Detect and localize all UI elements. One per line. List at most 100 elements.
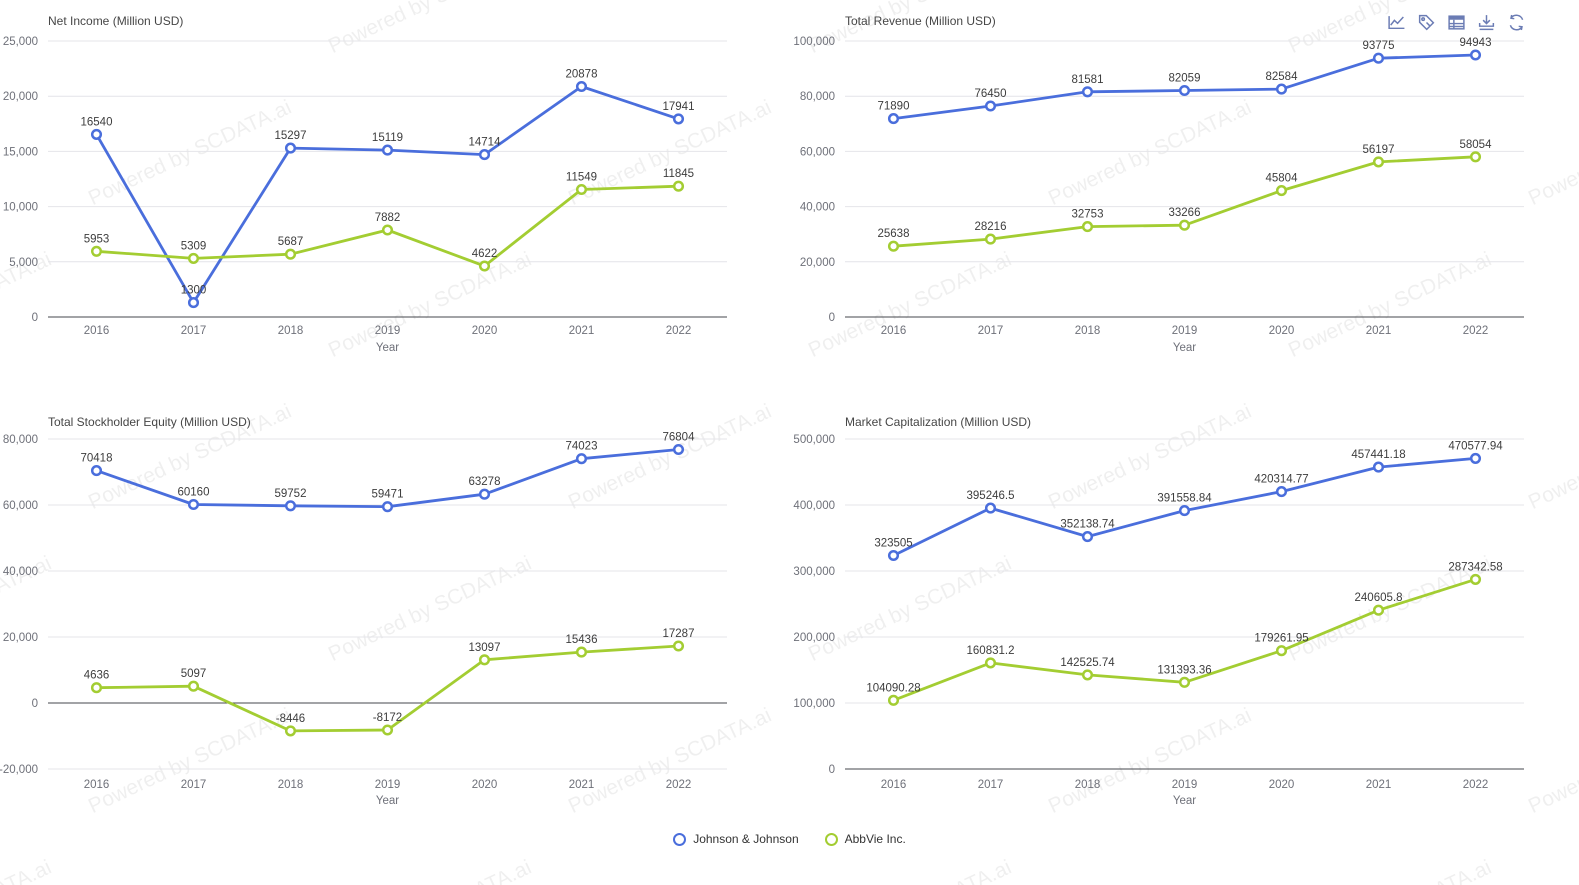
data-point-marker[interactable] <box>984 502 997 514</box>
x-tick-label: 2017 <box>978 779 1004 791</box>
data-point-marker[interactable] <box>90 465 103 477</box>
data-point-marker[interactable] <box>1469 49 1482 61</box>
x-tick-label: 2017 <box>181 325 207 337</box>
download-icon[interactable] <box>1477 13 1496 32</box>
data-point-marker[interactable] <box>1469 573 1482 585</box>
data-label: 63278 <box>469 476 501 488</box>
data-view-table-icon[interactable] <box>1447 13 1466 32</box>
data-point-marker[interactable] <box>187 680 200 692</box>
data-label: 5687 <box>278 236 304 248</box>
data-point-marker[interactable] <box>381 144 394 156</box>
x-tick-label: 2018 <box>278 779 304 791</box>
y-tick-label: 10,000 <box>3 202 38 214</box>
y-tick-label: 40,000 <box>3 566 38 578</box>
data-point-marker[interactable] <box>381 501 394 513</box>
data-point-marker[interactable] <box>672 640 685 652</box>
data-point-marker[interactable] <box>478 260 491 272</box>
data-point-marker[interactable] <box>575 453 588 465</box>
data-point-marker[interactable] <box>90 128 103 140</box>
data-label: 287342.58 <box>1448 561 1502 573</box>
series-line[interactable] <box>95 85 680 305</box>
data-point-marker[interactable] <box>887 240 900 252</box>
line-chart-icon[interactable] <box>1387 13 1406 32</box>
data-label: 420314.77 <box>1254 474 1308 486</box>
data-point-marker[interactable] <box>575 646 588 658</box>
data-point-marker[interactable] <box>284 725 297 737</box>
data-point-marker[interactable] <box>887 694 900 706</box>
legend: Johnson & Johnson AbbVie Inc. <box>0 832 1579 846</box>
data-point-marker[interactable] <box>187 498 200 511</box>
data-point-marker[interactable] <box>1372 604 1385 616</box>
data-point-marker[interactable] <box>284 248 297 260</box>
data-point-marker[interactable] <box>984 657 997 669</box>
refresh-icon[interactable] <box>1507 13 1526 32</box>
y-tick-label: -20,000 <box>0 764 38 776</box>
data-point-marker[interactable] <box>1469 151 1482 163</box>
data-point-marker[interactable] <box>1372 156 1385 168</box>
data-point-marker[interactable] <box>1469 452 1482 464</box>
data-point-marker[interactable] <box>575 183 588 196</box>
data-point-marker[interactable] <box>381 724 394 736</box>
legend-item-abbvie[interactable]: AbbVie Inc. <box>824 832 906 846</box>
data-label: 4622 <box>472 248 498 260</box>
data-point-marker[interactable] <box>672 443 685 456</box>
data-point-marker[interactable] <box>187 252 200 264</box>
data-point-marker[interactable] <box>90 245 103 257</box>
data-point-marker[interactable] <box>1178 505 1191 517</box>
data-point-marker[interactable] <box>90 682 103 694</box>
data-point-marker[interactable] <box>1081 86 1094 98</box>
data-point-marker[interactable] <box>1275 645 1288 657</box>
total-revenue-chart: Total Revenue (Million USD) 0 20,000 40,00… <box>789 0 1579 400</box>
net-income-plot[interactable]: 0 5,000 10,000 15,000 20,000 25,000 2016 2017 20… <box>0 0 789 400</box>
data-point-marker[interactable] <box>478 654 491 666</box>
data-label: 352138.74 <box>1060 519 1115 531</box>
stockholder-equity-plot[interactable]: -20,000 0 20,000 40,000 60,000 80,000 2016 2017… <box>0 400 789 810</box>
data-point-marker[interactable] <box>1081 531 1094 543</box>
data-point-marker[interactable] <box>1178 676 1191 688</box>
data-point-marker[interactable] <box>887 113 900 125</box>
data-label: -8172 <box>373 712 402 724</box>
data-point-marker[interactable] <box>1275 486 1288 498</box>
x-axis-name: Year <box>376 342 399 354</box>
y-tick-label: 100,000 <box>793 36 835 48</box>
data-label: 93775 <box>1363 40 1395 52</box>
data-point-marker[interactable] <box>478 149 491 161</box>
data-point-marker[interactable] <box>984 100 997 112</box>
data-point-marker[interactable] <box>1372 461 1385 473</box>
tag-icon[interactable] <box>1417 13 1436 32</box>
data-point-marker[interactable] <box>887 549 900 562</box>
data-point-marker[interactable] <box>1275 83 1288 95</box>
data-label: 17941 <box>663 101 695 113</box>
data-point-marker[interactable] <box>1178 84 1191 97</box>
data-label: 28216 <box>975 221 1007 233</box>
data-label: 60160 <box>178 487 210 499</box>
data-label: 58054 <box>1460 139 1493 151</box>
y-tick-label: 40,000 <box>800 202 835 214</box>
market-cap-plot[interactable]: 0 100,000 200,000 300,000 400,000 500,000 2016… <box>789 400 1579 810</box>
data-point-marker[interactable] <box>1372 52 1385 64</box>
data-point-marker[interactable] <box>1081 221 1094 233</box>
data-point-marker[interactable] <box>672 180 685 192</box>
x-tick-label: 2020 <box>1269 779 1295 791</box>
data-label: 104090.28 <box>866 682 920 694</box>
data-point-marker[interactable] <box>284 500 297 512</box>
data-point-marker[interactable] <box>984 233 997 245</box>
data-point-marker[interactable] <box>284 142 297 154</box>
x-tick-label: 2021 <box>1366 779 1392 791</box>
data-point-marker[interactable] <box>1275 185 1288 197</box>
total-revenue-plot[interactable]: 0 20,000 40,000 60,000 80,000 100,000 2016 2017… <box>789 0 1579 400</box>
data-point-marker[interactable] <box>478 488 491 500</box>
data-point-marker[interactable] <box>1081 669 1094 681</box>
data-point-marker[interactable] <box>1178 219 1191 231</box>
data-label: 323505 <box>874 538 912 550</box>
x-axis-name: Year <box>1173 795 1196 807</box>
data-point-marker[interactable] <box>575 80 588 93</box>
legend-item-johnson-and-johnson[interactable]: Johnson & Johnson <box>673 832 799 846</box>
data-label: 11845 <box>663 168 694 180</box>
data-label: 13097 <box>469 642 501 654</box>
data-point-marker[interactable] <box>187 297 200 309</box>
x-tick-label: 2021 <box>569 325 595 337</box>
data-point-marker[interactable] <box>672 113 685 125</box>
x-tick-label: 2017 <box>978 325 1004 337</box>
data-point-marker[interactable] <box>381 224 394 236</box>
